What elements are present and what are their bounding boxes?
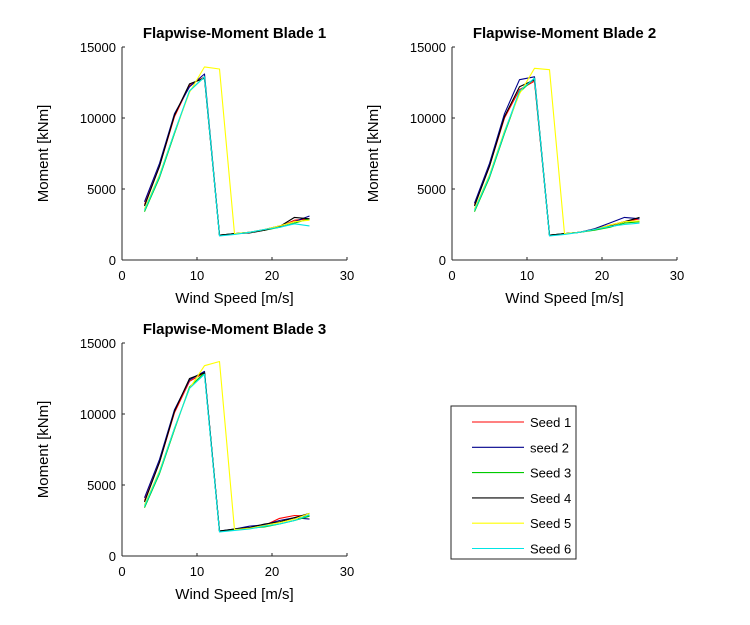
y-axis-label: Moment [kNm] <box>35 401 52 499</box>
legend-item: Seed 5 <box>472 516 571 531</box>
y-tick-label: 5000 <box>417 182 446 197</box>
y-tick-label: 0 <box>109 253 116 268</box>
x-tick-label: 30 <box>340 268 354 283</box>
y-tick-label: 15000 <box>80 40 116 55</box>
y-axis-label: Moment [kNm] <box>35 105 52 203</box>
chart-title: Flapwise-Moment Blade 3 <box>143 321 326 338</box>
x-tick-label: 10 <box>190 564 204 579</box>
y-axis-label: Moment [kNm] <box>365 105 382 203</box>
series-line-6 <box>143 373 310 533</box>
legend-label: seed 2 <box>530 440 569 455</box>
legend-item: Seed 1 <box>472 415 571 430</box>
y-tick-label: 5000 <box>87 478 116 493</box>
chart-panel-1: 0 10 20 30 0 5000 10000 15000 Flapwise-Moment Bl… <box>35 25 354 307</box>
series-line-6 <box>143 76 310 237</box>
x-tick-label: 30 <box>340 564 354 579</box>
y-tick-label: 15000 <box>80 336 116 351</box>
series-line-6 <box>473 77 640 237</box>
plot-area <box>122 47 347 260</box>
x-axis-label: Wind Speed [m/s] <box>175 290 293 307</box>
x-tick-label: 10 <box>190 268 204 283</box>
legend-item: Seed 6 <box>472 542 571 557</box>
legend-item: Seed 3 <box>472 466 571 481</box>
chart-title: Flapwise-Moment Blade 1 <box>143 25 326 42</box>
plot-area <box>122 343 347 556</box>
x-tick-label: 20 <box>265 564 279 579</box>
legend-item: seed 2 <box>472 440 569 455</box>
x-tick-label: 0 <box>448 268 455 283</box>
x-tick-label: 0 <box>118 268 125 283</box>
y-tick-label: 10000 <box>80 111 116 126</box>
y-tick-label: 15000 <box>410 40 446 55</box>
chart-panel-2: 0 10 20 30 0 5000 10000 15000 Flapwise-Moment Bl… <box>365 25 684 307</box>
x-tick-label: 20 <box>595 268 609 283</box>
legend-item: Seed 4 <box>472 491 571 506</box>
legend-label: Seed 6 <box>530 542 571 557</box>
x-axis-label: Wind Speed [m/s] <box>175 586 293 603</box>
legend-box <box>450 405 577 560</box>
y-tick-label: 0 <box>109 549 116 564</box>
plot-area <box>452 47 677 260</box>
series-line-4 <box>143 372 310 532</box>
x-tick-label: 10 <box>520 268 534 283</box>
chart-panel-3: 0 10 20 30 0 5000 10000 15000 Flapwise-Moment Bl… <box>35 321 354 603</box>
chart-title: Flapwise-Moment Blade 2 <box>473 25 656 42</box>
x-tick-label: 30 <box>670 268 684 283</box>
y-tick-label: 10000 <box>80 407 116 422</box>
legend: Seed 1 seed 2 Seed 3 Seed 4 Seed 5 Seed 6 <box>450 405 577 560</box>
series-line-4 <box>473 79 640 236</box>
y-tick-label: 5000 <box>87 182 116 197</box>
x-axis-label: Wind Speed [m/s] <box>505 290 623 307</box>
x-tick-label: 20 <box>265 268 279 283</box>
x-tick-label: 0 <box>118 564 125 579</box>
legend-label: Seed 1 <box>530 415 571 430</box>
legend-label: Seed 3 <box>530 466 571 481</box>
legend-label: Seed 5 <box>530 516 571 531</box>
y-tick-label: 0 <box>439 253 446 268</box>
legend-label: Seed 4 <box>530 491 571 506</box>
y-tick-label: 10000 <box>410 111 446 126</box>
